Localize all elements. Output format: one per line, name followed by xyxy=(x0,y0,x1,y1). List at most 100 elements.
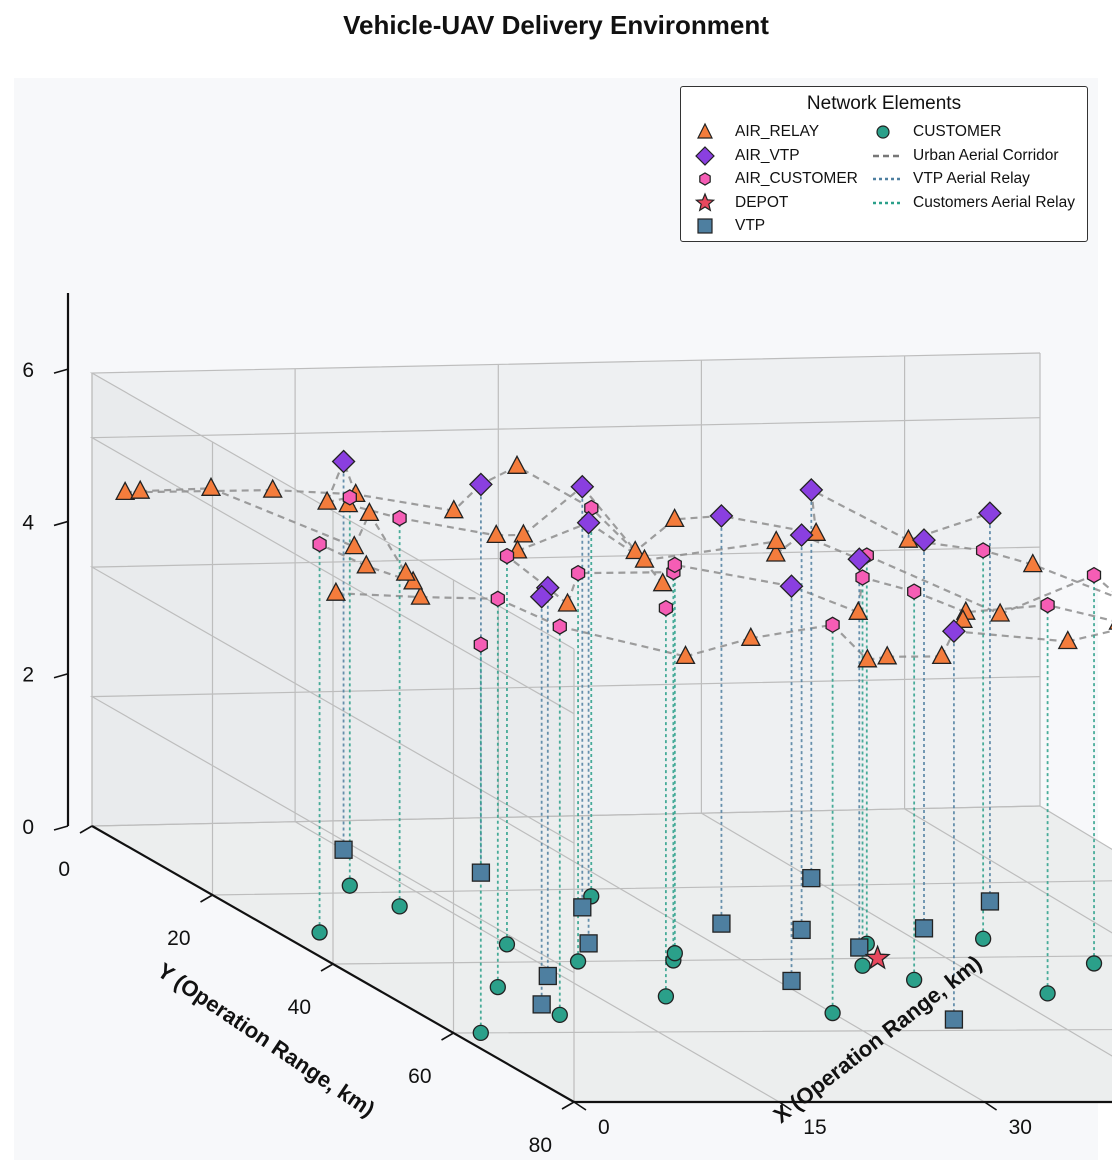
vtp-point xyxy=(532,995,551,1014)
customer-point xyxy=(569,953,587,970)
z-tick-mark xyxy=(53,520,69,527)
vtp-point xyxy=(802,868,821,888)
legend-swatch xyxy=(697,122,713,139)
y-tick-mark xyxy=(200,894,213,903)
corridor-segment xyxy=(862,576,915,593)
corridor-segment xyxy=(420,595,498,600)
legend-swatch xyxy=(873,201,903,204)
y-tick-mark xyxy=(441,1032,454,1041)
legend-label: Urban Aerial Corridor xyxy=(913,146,1059,164)
legend-swatch xyxy=(699,172,711,186)
air-customer-point xyxy=(1086,566,1102,584)
vtp-point xyxy=(944,1010,964,1029)
air-relay-point xyxy=(1057,630,1078,650)
air-vtp-point xyxy=(941,619,966,644)
air-vtp-point xyxy=(576,510,601,535)
customer-point xyxy=(489,978,506,996)
vtp-point xyxy=(850,938,869,957)
corridor-segment xyxy=(831,624,869,661)
air-relay-point xyxy=(1022,553,1043,573)
air-customer-point xyxy=(855,569,870,586)
air-relay-point xyxy=(740,626,761,646)
customer-point xyxy=(391,898,408,915)
z-tick-label: 0 xyxy=(22,816,34,839)
corridor-segment xyxy=(634,518,676,553)
y-tick-label: 40 xyxy=(288,996,311,1019)
corridor-segment xyxy=(913,590,967,614)
air-customer-point xyxy=(499,547,515,565)
vtp-point xyxy=(712,914,731,933)
legend-swatch xyxy=(695,145,715,166)
chart-title: Vehicle-UAV Delivery Environment xyxy=(343,10,769,40)
z-tick-label: 2 xyxy=(22,664,34,687)
customer-point xyxy=(906,971,923,988)
legend-label: DEPOT xyxy=(735,193,789,211)
corridor-segment xyxy=(272,488,356,496)
y-tick-mark xyxy=(79,825,93,834)
air-customer-point xyxy=(825,616,840,634)
corridor-segment xyxy=(125,488,273,494)
legend-marker xyxy=(699,172,711,186)
customer-point xyxy=(1085,955,1103,972)
air-relay-point xyxy=(625,540,646,560)
legend-title: Network Elements xyxy=(806,93,962,114)
air-relay-point xyxy=(848,600,869,620)
air-vtp-point xyxy=(529,584,554,609)
air-relay-point xyxy=(356,554,377,574)
air-vtp-point xyxy=(709,503,734,528)
air-relay-point xyxy=(359,502,380,522)
corridor-segment xyxy=(365,564,414,583)
vtp-point xyxy=(538,966,557,986)
legend: Network Elements AIR_RELAY AIR_VTP AIR_CUS… xyxy=(680,86,1088,242)
air-relay-point xyxy=(766,530,787,550)
air-vtp-point xyxy=(779,574,804,599)
air-vtp-point xyxy=(468,472,493,497)
corridor-segment xyxy=(750,623,833,640)
air-customer-point xyxy=(975,542,991,559)
y-tick-mark xyxy=(320,963,334,972)
y-tick-label: 20 xyxy=(167,927,190,950)
air-relay-point xyxy=(317,490,338,510)
legend-label: AIR_VTP xyxy=(735,146,800,164)
legend-label: VTP xyxy=(735,217,766,234)
legend-swatch xyxy=(873,177,903,181)
air-relay-point xyxy=(262,478,283,498)
corridor-segment xyxy=(517,521,589,552)
y-tick-label: 80 xyxy=(529,1134,552,1157)
x-tick-label: 15 xyxy=(803,1116,826,1139)
vtp-point xyxy=(573,898,592,917)
legend-swatch xyxy=(694,191,716,212)
legend-label: CUSTOMER xyxy=(913,123,1002,140)
vtp-point xyxy=(980,892,1000,911)
corridor-segment xyxy=(1032,563,1112,597)
corridor-segment xyxy=(581,485,664,585)
z-tick-mark xyxy=(53,672,69,679)
corridor-segment xyxy=(399,517,497,537)
y-tick-mark xyxy=(561,1101,575,1110)
corridor-segment xyxy=(522,485,584,536)
legend-label: Customers Aerial Relay xyxy=(913,193,1075,211)
y-tick-label: 60 xyxy=(408,1065,431,1088)
corridor-segment xyxy=(644,540,777,562)
corridor-segment xyxy=(355,493,454,512)
corridor-segment xyxy=(982,549,1034,566)
grid-line-z xyxy=(89,546,1041,844)
grid-line-z xyxy=(89,352,1041,650)
air-relay-point xyxy=(486,524,507,544)
air-customer-point xyxy=(907,583,922,600)
customer-point xyxy=(311,924,328,941)
network-markers xyxy=(115,449,1112,1042)
legend-marker xyxy=(694,191,716,212)
customer-point xyxy=(498,936,516,953)
vtp-point xyxy=(914,919,934,938)
corridor-segment xyxy=(965,603,1048,614)
customer-point xyxy=(472,1024,489,1042)
air-relay-point xyxy=(675,645,696,665)
air-relay-point xyxy=(990,602,1011,622)
depot-point xyxy=(864,944,891,970)
corridor-segment xyxy=(559,625,686,658)
z-tick-mark xyxy=(53,825,69,831)
air-relay-point xyxy=(557,592,578,612)
air-vtp-point xyxy=(799,477,824,502)
